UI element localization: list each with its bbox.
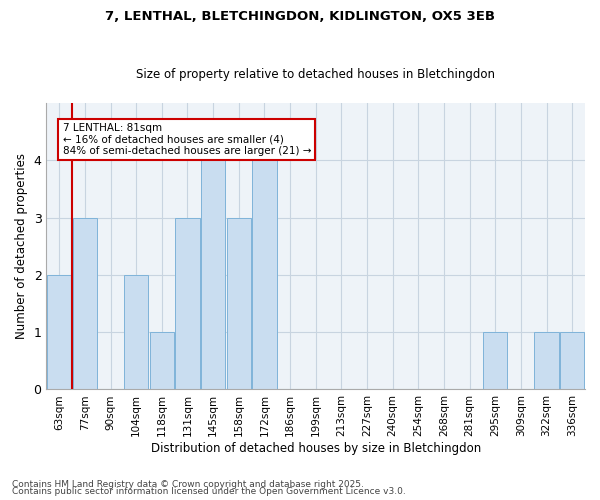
Y-axis label: Number of detached properties: Number of detached properties	[15, 153, 28, 339]
Bar	[560, 332, 584, 390]
Text: Contains HM Land Registry data © Crown copyright and database right 2025.: Contains HM Land Registry data © Crown c…	[12, 480, 364, 489]
Bar	[227, 218, 251, 390]
Bar	[252, 160, 277, 390]
Text: Contains public sector information licensed under the Open Government Licence v3: Contains public sector information licen…	[12, 487, 406, 496]
Bar	[483, 332, 508, 390]
Bar	[73, 218, 97, 390]
Title: Size of property relative to detached houses in Bletchingdon: Size of property relative to detached ho…	[136, 68, 495, 81]
Bar	[47, 275, 71, 390]
Text: 7 LENTHAL: 81sqm
← 16% of detached houses are smaller (4)
84% of semi-detached h: 7 LENTHAL: 81sqm ← 16% of detached house…	[62, 123, 311, 156]
Text: 7, LENTHAL, BLETCHINGDON, KIDLINGTON, OX5 3EB: 7, LENTHAL, BLETCHINGDON, KIDLINGTON, OX…	[105, 10, 495, 23]
Bar	[175, 218, 200, 390]
X-axis label: Distribution of detached houses by size in Bletchingdon: Distribution of detached houses by size …	[151, 442, 481, 455]
Bar	[201, 160, 226, 390]
Bar	[149, 332, 174, 390]
Bar	[535, 332, 559, 390]
Bar	[124, 275, 148, 390]
